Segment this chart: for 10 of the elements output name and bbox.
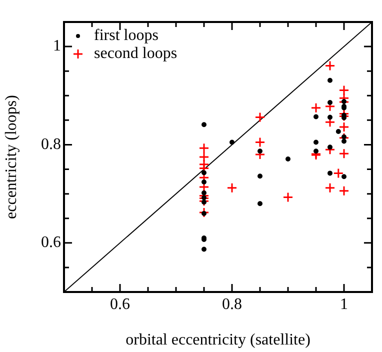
y-axis-title: eccentricity (loops) [2,95,20,219]
legend-label: second loops [94,45,178,62]
x-tick-label: 0.8 [222,296,242,313]
y-tick-label: 0.8 [41,136,61,153]
y-tick-label: 0.6 [41,234,61,252]
x-axis-title: orbital eccentricity (satellite) [126,332,310,349]
y-tick-label: 1 [53,38,61,55]
x-tick-label: 1 [340,296,348,313]
legend-label: first loops [94,27,158,44]
x-tick-label: 0.6 [110,296,130,313]
